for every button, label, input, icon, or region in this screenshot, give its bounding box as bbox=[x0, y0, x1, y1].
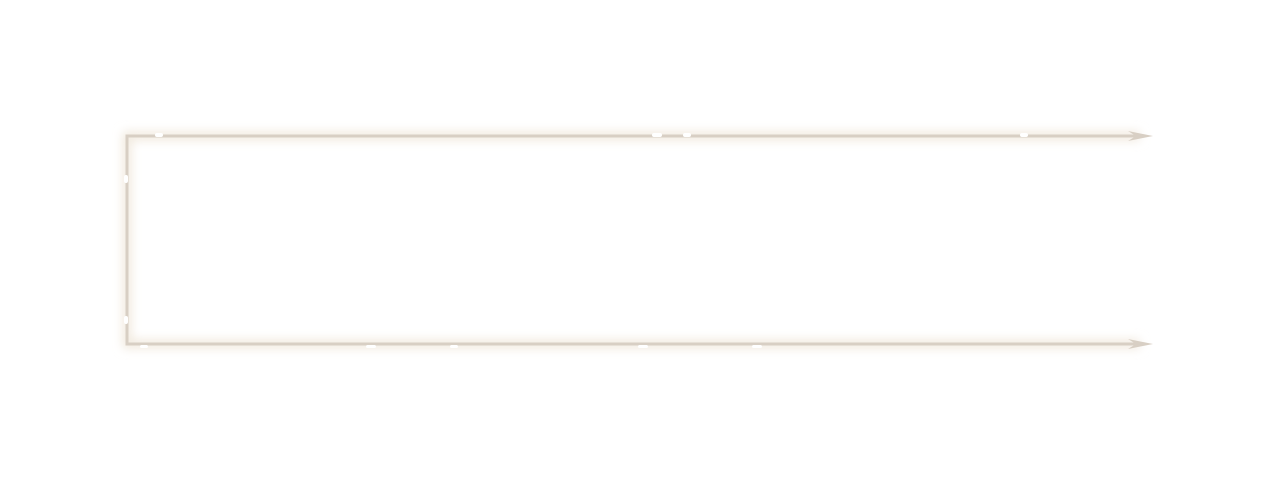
rail-nicks bbox=[124, 133, 1028, 348]
arrow-right-icon bbox=[1128, 131, 1153, 141]
arrow-right-icon bbox=[1128, 339, 1153, 349]
frame-glow bbox=[123, 132, 1140, 348]
